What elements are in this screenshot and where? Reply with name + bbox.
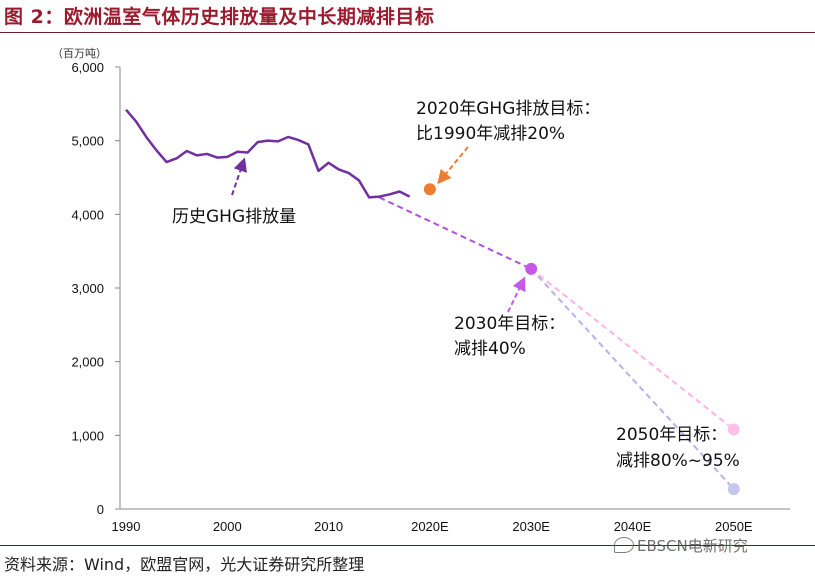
title-divider xyxy=(0,32,815,33)
y-tick-label: 4,000 xyxy=(71,207,104,222)
y-tick-label: 0 xyxy=(97,502,104,517)
projection-line-0 xyxy=(378,196,532,270)
x-tick-label: 2040E xyxy=(614,519,652,534)
y-tick-label: 1,000 xyxy=(71,428,104,443)
x-tick-label: 2050E xyxy=(715,519,753,534)
target-point-0 xyxy=(423,183,436,196)
history-emissions-line xyxy=(125,108,411,199)
x-tick-label: 1990 xyxy=(112,519,141,534)
series-annotation-arrow xyxy=(231,157,247,196)
y-tick-label: 5,000 xyxy=(71,134,104,149)
annotation-arrows xyxy=(231,146,526,313)
y-tick-labels: 0 1,000 2,000 3,000 4,000 5,000 6,000 xyxy=(71,60,120,517)
target-2020-arrow xyxy=(437,146,469,185)
annotations: 历史GHG排放量 2020年GHG排放目标： 比1990年减排20% 2030年… xyxy=(172,99,740,471)
target-2050-label-line1: 2050年目标： xyxy=(616,425,727,445)
y-tick-label: 3,000 xyxy=(71,281,104,296)
x-tick-label: 2030E xyxy=(512,519,550,534)
wechat-icon xyxy=(614,537,634,553)
target-point-1 xyxy=(525,262,538,275)
target-2020-label-line1: 2020年GHG排放目标： xyxy=(416,99,600,119)
y-tick-label: 2,000 xyxy=(71,355,104,370)
x-tick-label: 2000 xyxy=(213,519,242,534)
target-markers xyxy=(423,183,740,496)
y-axis-unit-label: （百万吨） xyxy=(52,47,107,60)
watermark-text: EBSCN电新研究 xyxy=(637,537,748,555)
source-note: 资料来源：Wind，欧盟官网，光大证券研究所整理 xyxy=(4,555,365,574)
x-tick-label: 2010 xyxy=(314,519,343,534)
footer-divider xyxy=(0,545,815,546)
target-2020-label-line2: 比1990年减排20% xyxy=(416,124,565,144)
target-2030-label-line2: 减排40% xyxy=(454,339,526,359)
projection-lines xyxy=(378,196,735,490)
x-tick-labels: 1990 2000 2010 2020E 2030E 2040E 2050E xyxy=(112,519,753,534)
target-point-3 xyxy=(727,483,740,496)
series-annotation: 历史GHG排放量 xyxy=(172,207,296,227)
target-point-2 xyxy=(727,423,740,436)
target-2030-label-line1: 2030年目标： xyxy=(454,314,565,334)
history-series xyxy=(125,108,411,199)
target-2050-label-line2: 减排80%~95% xyxy=(616,451,740,471)
target-2030-arrow xyxy=(507,276,526,313)
projection-line-1 xyxy=(530,268,735,431)
y-tick-label: 6,000 xyxy=(71,60,104,75)
figure-title: 图 2：欧洲温室气体历史排放量及中长期减排目标 xyxy=(4,6,435,28)
watermark: EBSCN电新研究 xyxy=(614,535,748,556)
x-tick-label: 2020E xyxy=(411,519,449,534)
